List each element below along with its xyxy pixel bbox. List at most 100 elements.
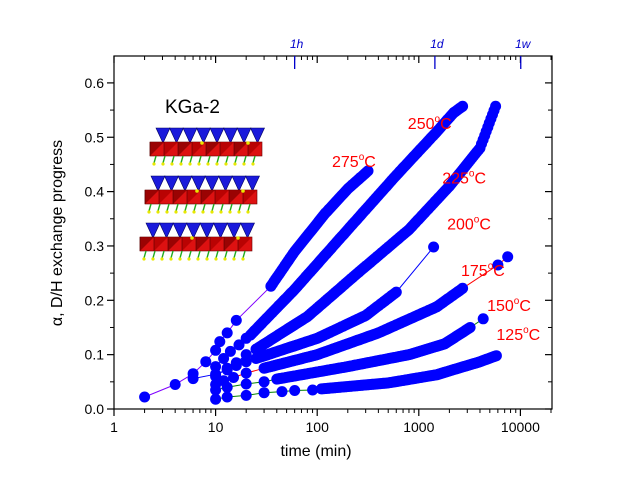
hydroxyl-bond (225, 155, 229, 164)
octahedron-icon (196, 237, 210, 251)
hydrogen-atom-icon (241, 257, 245, 261)
y-tick-label: 0.2 (85, 292, 105, 308)
series-125C (210, 350, 502, 405)
hydroxyl-bond (198, 155, 202, 164)
hydroxyl-bond (207, 155, 211, 164)
y-axis-title: α, D/H exchange progress (49, 140, 66, 326)
hydroxyl-bond (202, 203, 206, 212)
data-point (187, 373, 199, 385)
hydroxyl-bond (229, 203, 233, 212)
data-point (221, 364, 233, 376)
hydrogen-atom-icon (201, 210, 205, 214)
tetrahedron-icon (245, 175, 260, 192)
data-point (457, 100, 469, 112)
hydrogen-atom-icon (233, 162, 237, 166)
series-layer (139, 100, 514, 405)
y-tick-label: 0.6 (85, 75, 105, 91)
hydroxyl-bond (252, 155, 256, 164)
hydroxyl-bond (153, 155, 157, 164)
hydrogen-atom-icon (246, 210, 250, 214)
tetrahedron-icon (191, 175, 206, 192)
series-250C (210, 100, 469, 373)
hydrogen-atom-icon (200, 141, 204, 145)
data-point (210, 361, 222, 373)
hydroxyl-bond (188, 250, 192, 259)
hydrogen-atom-icon (147, 210, 151, 214)
hydroxyl-bond (157, 203, 161, 212)
octahedron-icon (168, 237, 182, 251)
data-point (228, 372, 239, 383)
hydroxyl-bond (161, 250, 165, 259)
octahedron-icon (201, 190, 215, 204)
series-150C (210, 313, 489, 396)
octahedron-icon (234, 142, 248, 156)
x-tick-label: 100 (306, 419, 330, 435)
plot-frame (113, 55, 553, 410)
hydroxyl-bond (184, 203, 188, 212)
data-point (428, 241, 440, 253)
structure-inset (139, 127, 265, 261)
tetrahedron-icon (182, 127, 198, 144)
data-point (233, 339, 245, 351)
octahedron-icon (210, 237, 224, 251)
hydroxyl-bond (170, 250, 174, 259)
tetrahedron-icon (250, 127, 265, 144)
data-point (210, 384, 222, 396)
hydroxyl-bond (197, 250, 201, 259)
hydroxyl-bond (220, 203, 224, 212)
series-175C (210, 251, 514, 390)
data-point (230, 314, 242, 326)
hydrogen-atom-icon (169, 257, 173, 261)
octahedron-icon (224, 237, 238, 251)
hydrogen-atom-icon (188, 162, 192, 166)
hydrogen-atom-icon (219, 210, 223, 214)
octahedron-icon (187, 190, 201, 204)
y-tick-label: 0.3 (85, 238, 105, 254)
hydrogen-atom-icon (156, 210, 160, 214)
data-point (490, 350, 502, 362)
octahedron-icon (178, 142, 192, 156)
data-point (210, 368, 222, 380)
hydrogen-atom-icon (178, 257, 182, 261)
series-label: 250oC (408, 114, 452, 133)
hydrogen-atom-icon (228, 210, 232, 214)
hydroxyl-bond (238, 203, 242, 212)
data-point (230, 360, 242, 371)
data-point (240, 367, 252, 379)
octahedron-icon (243, 190, 257, 204)
octahedron-icon (229, 190, 243, 204)
data-point (139, 391, 151, 403)
tetrahedron-icon (218, 175, 233, 192)
tetrahedron-icon (159, 222, 174, 239)
hydrogen-atom-icon (196, 257, 200, 261)
hydrogen-atom-icon (197, 162, 201, 166)
data-point (210, 344, 222, 356)
data-point (221, 327, 233, 339)
series-label: 275oC (332, 152, 376, 171)
layer-structure (139, 222, 255, 261)
hydrogen-atom-icon (205, 257, 209, 261)
octahedron-icon (220, 142, 234, 156)
hydroxyl-bond (206, 250, 210, 259)
annotation-layer: 275oC 250oC 225oC 200oC 175oC 150oC 125oC (332, 114, 540, 344)
data-point (200, 356, 212, 368)
hydroxyl-bond (243, 155, 247, 164)
hydrogen-atom-icon (179, 162, 183, 166)
data-point (289, 385, 301, 396)
hydroxyl-bond (233, 250, 237, 259)
octahedron-icon (140, 237, 154, 251)
data-point (502, 251, 514, 263)
tetrahedron-icon (150, 175, 166, 192)
y-tick-label: 0.5 (85, 129, 105, 145)
y-tick-label: 0.1 (85, 347, 105, 363)
tetrahedron-icon (199, 222, 215, 239)
inset-title: KGa-2 (165, 97, 220, 118)
series-label: 225oC (442, 168, 486, 187)
data-point (258, 376, 270, 388)
hydrogen-atom-icon (215, 162, 219, 166)
hydrogen-atom-icon (160, 257, 164, 261)
hydroxyl-bond (215, 250, 219, 259)
octahedron-icon (215, 190, 229, 204)
tetrahedron-icon (226, 222, 242, 239)
hydroxyl-bond (148, 203, 152, 212)
